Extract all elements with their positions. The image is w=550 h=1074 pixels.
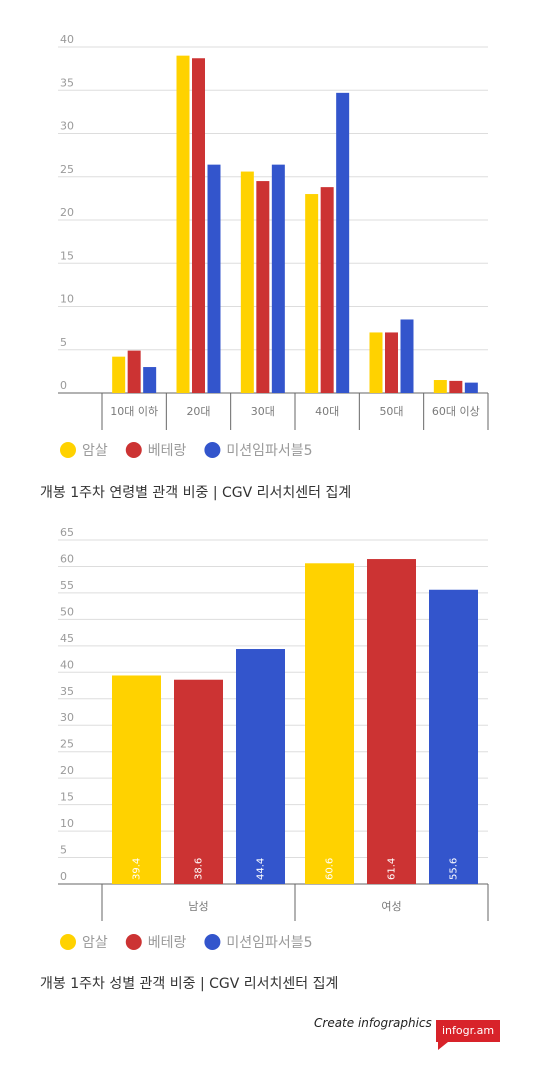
y-tick-label: 60 xyxy=(60,552,74,565)
legend-marker xyxy=(204,934,221,950)
chart-title: 개봉 1주차 성별 관객 비중 | CGV 리서치센터 집계 xyxy=(40,976,338,992)
create-infographics-link[interactable]: Create infographics xyxy=(314,1016,432,1030)
legend-marker xyxy=(60,934,76,950)
chart-title: 개봉 1주차 연령별 관객 비중 | CGV 리서치센터 집계 xyxy=(40,485,351,501)
infogram-logo-tail xyxy=(438,1042,448,1050)
bar xyxy=(305,194,319,393)
y-tick-label: 10 xyxy=(60,817,74,830)
y-tick-label: 15 xyxy=(60,249,74,262)
y-tick-label: 45 xyxy=(60,632,74,645)
bar xyxy=(207,164,221,393)
legend-marker xyxy=(125,934,142,950)
bar xyxy=(305,563,354,884)
age-distribution-chart: 0 5 10 15 20 25 30 35 40 10대 이하 20대 30대 40대 50대 60대 이상… xyxy=(40,33,489,501)
y-tick-label: 0 xyxy=(60,870,67,883)
legend-label: 미션임파서블5 xyxy=(226,935,312,951)
y-tick-label: 30 xyxy=(60,711,74,724)
bar xyxy=(433,380,447,393)
bar xyxy=(240,171,254,393)
bar xyxy=(127,350,141,393)
y-tick-label: 5 xyxy=(60,844,67,857)
bar xyxy=(336,92,350,393)
bar xyxy=(236,649,285,884)
data-label: 44.4 xyxy=(256,858,267,880)
y-tick-label: 65 xyxy=(60,526,74,539)
data-label: 55.6 xyxy=(449,858,460,880)
y-tick-label: 40 xyxy=(60,33,74,46)
data-label: 60.6 xyxy=(325,858,336,880)
x-tick-label: 20대 xyxy=(186,405,210,418)
y-tick-label: 10 xyxy=(60,293,74,306)
gender-distribution-chart: 0 5 10 15 20 25 30 35 40 45 50 55 60 65 남성 여성 39.4 60.6 38… xyxy=(40,526,489,992)
bar xyxy=(385,332,398,393)
x-tick-label: 남성 xyxy=(188,900,208,913)
data-label: 39.4 xyxy=(132,858,143,880)
x-tick-label: 10대 이하 xyxy=(110,404,158,418)
legend-label: 암살 xyxy=(82,935,108,951)
bar xyxy=(449,380,463,393)
y-tick-label: 0 xyxy=(60,379,67,392)
y-tick-label: 55 xyxy=(60,579,74,592)
y-tick-label: 25 xyxy=(60,738,74,751)
y-tick-label: 50 xyxy=(60,605,74,618)
bar xyxy=(271,164,285,393)
y-tick-label: 20 xyxy=(60,206,74,219)
y-tick-label: 35 xyxy=(60,685,74,698)
bar xyxy=(320,187,334,393)
y-tick-label: 30 xyxy=(60,120,74,133)
legend-marker xyxy=(60,442,76,458)
bar xyxy=(143,367,157,393)
x-tick-label: 30대 xyxy=(251,405,275,418)
infogram-branding[interactable]: Create infographics infogr.am xyxy=(314,1012,504,1052)
bar xyxy=(367,559,416,884)
y-tick-label: 40 xyxy=(60,658,74,671)
bar xyxy=(112,675,161,884)
y-tick-label: 5 xyxy=(60,336,67,349)
legend-marker xyxy=(204,442,221,458)
x-tick-label: 50대 xyxy=(379,405,403,418)
x-tick-label: 40대 xyxy=(315,405,339,418)
bar xyxy=(112,356,126,393)
bar xyxy=(400,319,414,393)
bar xyxy=(429,589,478,884)
y-tick-label: 20 xyxy=(60,764,74,777)
y-tick-label: 35 xyxy=(60,76,74,89)
legend-marker xyxy=(125,442,142,458)
bar xyxy=(369,332,383,393)
data-label: 38.6 xyxy=(194,858,205,880)
legend-label: 베테랑 xyxy=(148,443,187,459)
legend-label: 미션임파서블5 xyxy=(226,443,312,459)
bar xyxy=(176,55,190,394)
x-tick-label: 60대 이상 xyxy=(432,405,480,418)
x-tick-label: 여성 xyxy=(381,900,401,913)
bar xyxy=(192,58,205,394)
bar xyxy=(464,382,478,393)
bar xyxy=(256,181,270,393)
infogram-logo[interactable]: infogr.am xyxy=(436,1020,500,1042)
data-label: 61.4 xyxy=(387,858,398,880)
legend-label: 베테랑 xyxy=(148,935,187,951)
y-tick-label: 25 xyxy=(60,163,74,176)
y-tick-label: 15 xyxy=(60,791,74,804)
bar xyxy=(174,679,223,884)
legend-label: 암살 xyxy=(82,443,108,459)
